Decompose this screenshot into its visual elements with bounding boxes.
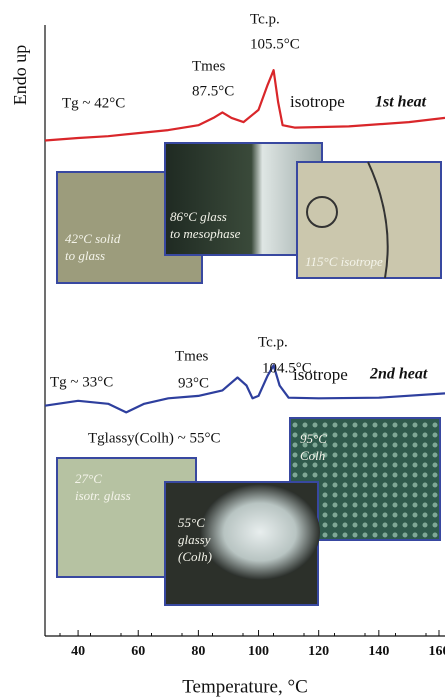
x-tick-label: 160 [428,644,445,659]
annotation: 105.5°C [250,36,300,52]
annotation: Tmes [192,58,225,74]
micrograph-caption: 42°C solid [65,231,121,246]
annotation: Tglassy(Colh) ~ 55°C [88,430,220,446]
micrograph-caption: to mesophase [170,226,241,241]
annotation: 93°C [178,375,209,391]
x-tick-label: 60 [131,644,145,659]
annotation: 87.5°C [192,83,234,99]
y-axis-label: Endo up [10,45,30,106]
x-tick-label: 120 [308,644,329,659]
annotation: isotrope [293,365,348,384]
micrograph-caption: 86°C glass [170,209,227,224]
micrograph-caption: Colh [300,448,325,463]
annotation: isotrope [290,92,345,111]
x-tick-label: 100 [248,644,269,659]
micrograph-caption: (Colh) [178,549,212,564]
x-tick-label: 40 [71,644,85,659]
annotation: Tc.p. [258,334,288,350]
annotation: Tc.p. [250,11,280,27]
x-axis-label: Temperature, °C [182,676,308,697]
chart: Endo up Temperature, °C 40 60 80 100 120 140 1… [0,0,445,700]
annotation: Tg ~ 42°C [62,95,125,111]
annotation: Tmes [175,348,208,364]
annotation: Tg ~ 33°C [50,374,113,390]
x-tick-label: 140 [368,644,389,659]
series-label: 2nd heat [369,366,428,383]
micrograph-caption: isotr. glass [75,488,131,503]
x-tick-label: 80 [191,644,205,659]
micrograph-caption: 27°C [75,471,102,486]
micrograph-region [200,484,320,580]
micrograph-caption: 55°C [178,515,205,530]
micrograph-caption: 95°C [300,431,327,446]
micrograph-caption: glassy [178,532,211,547]
micrograph-caption: 115°C isotrope [305,254,383,269]
series-label: 1st heat [375,94,427,111]
micrograph-caption: to glass [65,248,105,263]
